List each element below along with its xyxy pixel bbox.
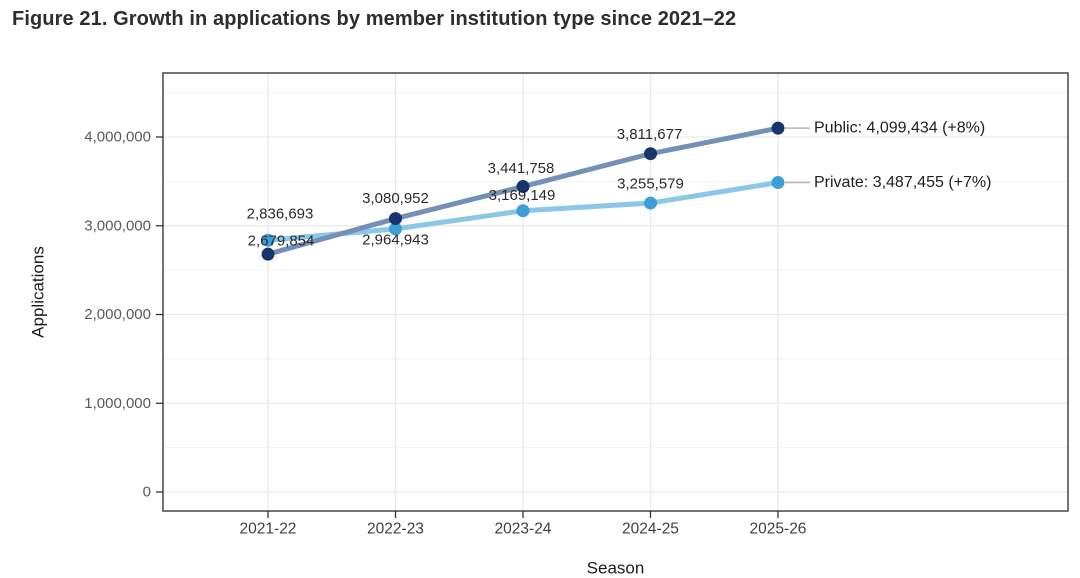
point-label-private: 3,255,579 [617,176,684,193]
y-tick-label: 4,000,000 [84,129,151,146]
x-tick-label: 2021-22 [240,521,297,538]
panel-border [162,72,1069,512]
point-label-private: 2,964,943 [362,231,429,248]
data-point-private [516,204,530,218]
y-tick-label: 1,000,000 [84,395,151,412]
annotation-label-public: Public: 4,099,434 (+8%) [814,120,985,137]
data-point-public [261,247,275,261]
point-label-public: 3,811,677 [617,126,683,143]
x-tick-label: 2022-23 [367,521,424,538]
data-point-public [771,121,785,135]
point-label-public: 2,679,854 [248,233,315,250]
point-label-private: 2,836,693 [247,206,314,223]
point-label-public: 3,441,758 [488,160,555,177]
data-point-private [389,222,402,236]
figure-title: Figure 21. Growth in applications by mem… [12,8,737,30]
y-axis-title: Applications [29,246,48,338]
y-tick-label: 3,000,000 [84,217,151,234]
data-point-public [389,212,402,226]
x-axis-title: Season [587,559,645,578]
data-point-private [771,175,785,189]
x-tick-label: 2025-26 [750,521,807,538]
data-point-private [261,233,275,247]
x-tick-label: 2024-25 [622,521,679,538]
annotation-label-private: Private: 3,487,455 (+7%) [814,174,991,191]
data-point-private [644,196,657,210]
x-tick-label: 2023-24 [495,521,552,538]
data-point-public [516,180,530,194]
y-tick-label: 0 [143,484,151,501]
data-point-public [644,147,657,161]
y-tick-label: 2,000,000 [84,306,151,323]
point-label-private: 3,169,149 [489,187,556,204]
point-label-public: 3,080,952 [362,190,429,207]
